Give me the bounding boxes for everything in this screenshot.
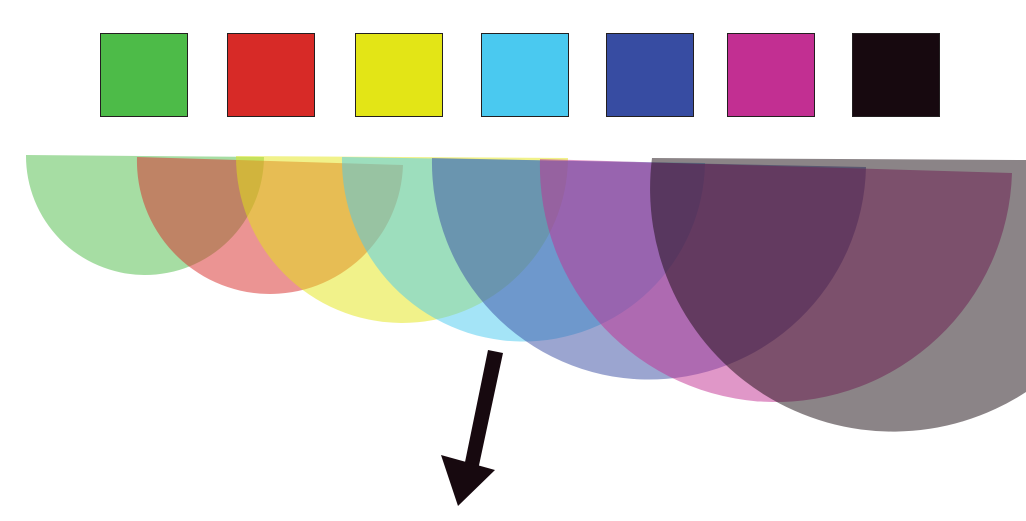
arrow-head	[441, 455, 495, 506]
arrow-shaft	[464, 350, 503, 470]
down-arrow-icon	[441, 350, 503, 506]
